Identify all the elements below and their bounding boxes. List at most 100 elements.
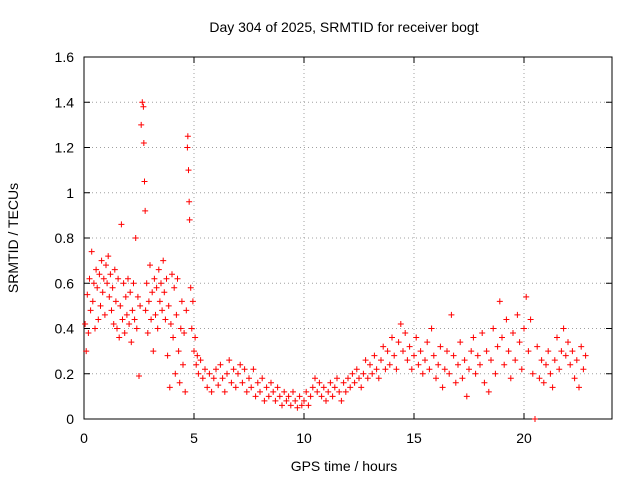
- data-point: [578, 343, 585, 350]
- data-point: [86, 275, 93, 282]
- data-point: [556, 366, 563, 373]
- data-point: [325, 388, 332, 395]
- data-point: [221, 388, 228, 395]
- data-point: [257, 388, 263, 395]
- data-point: [386, 361, 393, 368]
- data-point: [188, 325, 195, 332]
- data-point: [170, 334, 177, 341]
- data-point: [88, 248, 95, 255]
- data-point: [136, 373, 142, 380]
- data-point: [481, 379, 488, 386]
- data-point: [393, 366, 400, 373]
- data-point: [254, 379, 261, 386]
- data-point: [380, 343, 387, 350]
- data-point: [501, 361, 508, 368]
- data-point: [477, 361, 483, 368]
- data-point: [139, 99, 146, 106]
- data-point: [185, 167, 192, 174]
- data-point: [285, 393, 292, 400]
- data-point: [137, 302, 144, 309]
- data-point: [474, 352, 481, 359]
- data-point: [142, 307, 149, 314]
- data-point: [182, 388, 189, 395]
- data-point: [140, 103, 147, 110]
- x-tick-label: 0: [80, 430, 88, 446]
- data-point: [122, 293, 129, 300]
- data-point: [204, 384, 211, 391]
- data-point: [246, 375, 252, 382]
- data-point: [250, 366, 257, 373]
- data-point: [329, 393, 336, 400]
- data-point: [109, 284, 116, 291]
- data-point: [144, 330, 151, 337]
- data-point: [382, 366, 389, 373]
- data-point: [156, 298, 163, 305]
- data-point: [208, 388, 215, 395]
- data-point: [167, 320, 174, 327]
- data-point: [92, 325, 98, 332]
- x-axis-label: GPS time / hours: [291, 458, 398, 474]
- data-point: [235, 370, 241, 377]
- data-point: [452, 379, 459, 386]
- data-point: [195, 370, 202, 377]
- data-point: [161, 289, 168, 296]
- data-point: [483, 348, 490, 355]
- data-point: [84, 291, 91, 298]
- data-point: [158, 280, 164, 287]
- data-point: [241, 366, 248, 373]
- data-point: [406, 343, 413, 350]
- data-point: [455, 361, 461, 368]
- data-point: [342, 388, 349, 395]
- data-point: [389, 334, 395, 341]
- data-point: [283, 397, 290, 404]
- data-point: [534, 343, 541, 350]
- data-point: [331, 384, 338, 391]
- data-point: [397, 320, 404, 327]
- data-point: [549, 384, 556, 391]
- data-point: [336, 388, 343, 395]
- data-point: [148, 316, 155, 323]
- data-point: [562, 352, 569, 359]
- data-point: [154, 325, 161, 332]
- y-tick-label: 0.6: [55, 275, 75, 291]
- data-point: [375, 375, 382, 382]
- data-point: [327, 379, 334, 386]
- data-point: [103, 262, 109, 269]
- data-point: [164, 352, 171, 359]
- data-point: [525, 348, 532, 355]
- data-point: [99, 289, 106, 296]
- data-point: [505, 348, 512, 355]
- data-point: [174, 275, 181, 282]
- data-point: [89, 298, 96, 305]
- data-point: [134, 293, 141, 300]
- data-point: [496, 298, 503, 305]
- y-tick-label: 1.6: [55, 49, 75, 65]
- data-point: [582, 352, 589, 359]
- data-point: [479, 330, 486, 337]
- data-point: [384, 348, 391, 355]
- data-point: [107, 271, 114, 278]
- data-point: [243, 388, 250, 395]
- data-point: [369, 370, 376, 377]
- data-point: [194, 352, 201, 359]
- data-point: [466, 366, 472, 373]
- data-point: [252, 393, 259, 400]
- grid-lines: [84, 57, 612, 419]
- y-tick-label: 0: [66, 411, 74, 427]
- data-point: [210, 375, 217, 382]
- data-point: [181, 330, 188, 337]
- data-point: [114, 325, 120, 332]
- data-point: [259, 375, 266, 382]
- data-point: [150, 348, 157, 355]
- data-point: [554, 334, 560, 341]
- data-point: [472, 370, 479, 377]
- data-point: [111, 266, 118, 273]
- data-point: [571, 375, 578, 382]
- data-point: [490, 325, 497, 332]
- data-point: [118, 221, 125, 228]
- data-point: [96, 271, 103, 278]
- data-point: [463, 393, 470, 400]
- data-point: [105, 253, 112, 260]
- data-point: [276, 393, 283, 400]
- data-point: [172, 370, 179, 377]
